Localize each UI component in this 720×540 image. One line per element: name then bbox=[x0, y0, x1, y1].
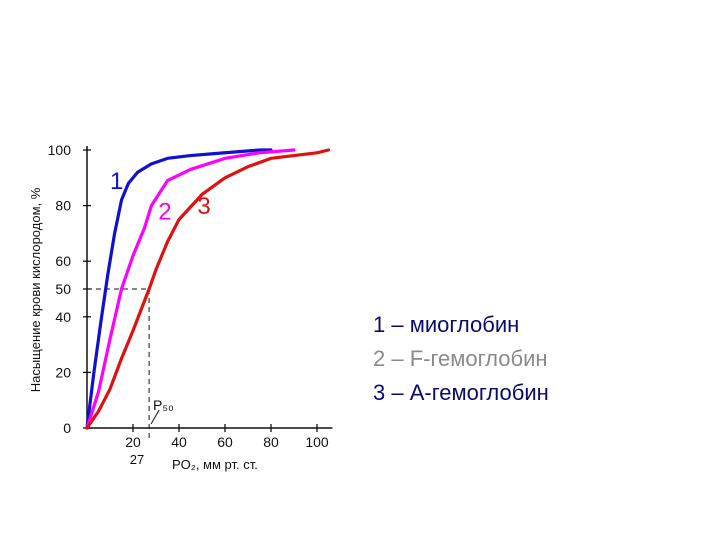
x-tick-label: 100 bbox=[305, 434, 329, 450]
x-tick-label: 20 bbox=[125, 434, 141, 450]
legend-item-2: 2 – F-гемоглобин bbox=[373, 342, 549, 376]
y-tick-label: 50 bbox=[55, 281, 71, 297]
x-tick-label: 40 bbox=[171, 434, 187, 450]
series-line-3 bbox=[85, 148, 331, 430]
legend-item-1: 1 – миоглобин bbox=[373, 308, 549, 342]
y-axis-label: Насыщение крови кислородом, % bbox=[28, 187, 43, 392]
series-line-1 bbox=[85, 148, 273, 430]
y-tick-label: 60 bbox=[55, 253, 71, 269]
series-line-2 bbox=[85, 148, 296, 430]
y-tick-label: 100 bbox=[48, 142, 72, 158]
series-label-1: 1 bbox=[110, 168, 123, 195]
y-tick-label: 40 bbox=[55, 309, 71, 325]
p50-pointer bbox=[150, 409, 160, 425]
x-axis-label: PO₂, мм рт. ст. bbox=[172, 457, 258, 472]
series-label-2: 2 bbox=[158, 199, 171, 226]
legend-text: – миоглобин bbox=[391, 312, 520, 337]
y-tick-label: 20 bbox=[55, 364, 71, 380]
series-label-3: 3 bbox=[197, 193, 210, 220]
legend-text: – F-гемоглобин bbox=[391, 346, 548, 371]
legend-item-3: 3 – А-гемоглобин bbox=[373, 376, 549, 410]
chart-marks: 1 2 3 bbox=[85, 148, 331, 430]
x-tick-label: 80 bbox=[263, 434, 279, 450]
chart-legend: 1 – миоглобин 2 – F-гемоглобин 3 – А-гем… bbox=[373, 308, 549, 410]
x-tick-label: 60 bbox=[217, 434, 233, 450]
p50-x-label: 27 bbox=[130, 452, 144, 467]
legend-number: 3 bbox=[373, 380, 386, 405]
p50-annotation: P₅₀ bbox=[153, 397, 174, 413]
legend-number: 1 bbox=[373, 312, 386, 337]
y-tick-label: 80 bbox=[55, 198, 71, 214]
y-tick-label: 0 bbox=[63, 420, 71, 436]
chart-axes: 0 20 40 50 60 80 100 20 40 60 80 100 bbox=[48, 142, 333, 450]
legend-number: 2 bbox=[373, 346, 386, 371]
legend-text: – А-гемоглобин bbox=[391, 380, 549, 405]
